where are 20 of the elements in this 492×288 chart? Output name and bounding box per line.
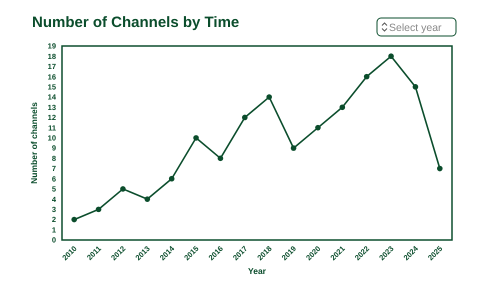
text: Select year — [389, 22, 442, 34]
point — [315, 124, 321, 130]
point — [412, 84, 418, 90]
point — [71, 216, 77, 222]
point — [218, 156, 224, 162]
point — [388, 53, 394, 60]
point — [120, 186, 126, 192]
point — [96, 206, 102, 212]
x-axis-title: Year — [248, 266, 267, 276]
point — [266, 94, 272, 100]
point — [364, 74, 370, 80]
point — [242, 114, 248, 120]
point — [340, 104, 346, 110]
chart-title: Number of Channels by Time — [32, 14, 240, 31]
y-axis-title: Number of channels — [29, 102, 39, 184]
point — [193, 135, 199, 141]
point — [144, 196, 150, 202]
point — [437, 166, 443, 172]
point — [290, 145, 296, 151]
point — [168, 176, 174, 182]
